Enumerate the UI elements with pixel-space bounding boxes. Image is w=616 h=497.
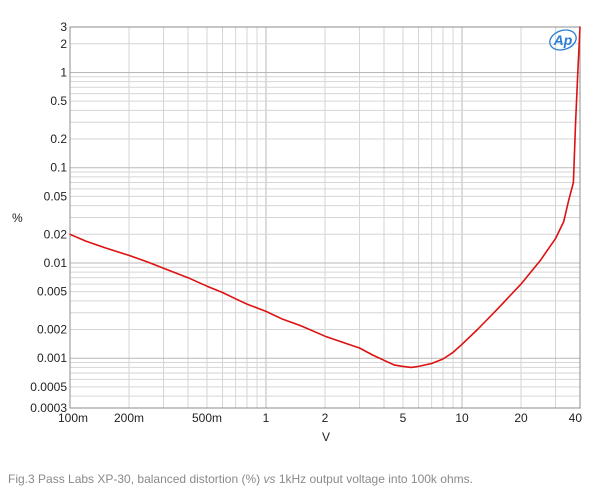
y-tick-label-12: 0.0005 <box>30 380 67 394</box>
series-layer <box>69 26 581 369</box>
y-tick-label-1: 2 <box>60 37 67 51</box>
x-tick-label-0: 100m <box>58 411 88 425</box>
y-tick-label-13: 0.0003 <box>30 401 67 415</box>
x-axis-title: V <box>322 430 330 444</box>
y-tick-label-5: 0.1 <box>50 161 67 175</box>
x-tick-label-4: 2 <box>322 411 329 425</box>
x-tick-labels: 100m 200m 500m 1 2 5 10 20 40 <box>58 411 582 425</box>
grid-layer <box>69 26 581 409</box>
ap-logo-text: Ap <box>553 32 573 48</box>
caption-italic: vs <box>263 472 276 486</box>
x-tick-label-5: 5 <box>400 411 407 425</box>
x-tick-label-1: 200m <box>114 411 144 425</box>
chart-svg: 3 2 1 0.5 0.2 0.1 0.05 0.02 0.01 0.005 0.002 0.001 0… <box>12 20 582 444</box>
ap-logo: Ap <box>549 29 577 51</box>
caption-suffix: 1kHz output voltage into 100k ohms. <box>278 472 473 486</box>
y-tick-label-8: 0.01 <box>44 256 68 270</box>
y-tick-label-7: 0.02 <box>44 227 68 241</box>
y-tick-label-2: 1 <box>60 65 67 79</box>
y-tick-label-9: 0.005 <box>37 285 67 299</box>
caption-prefix: Fig.3 Pass Labs XP-30, balanced distorti… <box>8 472 261 486</box>
distortion-chart: 3 2 1 0.5 0.2 0.1 0.05 0.02 0.01 0.005 0.002 0.001 0… <box>12 20 582 444</box>
x-tick-label-6: 10 <box>455 411 469 425</box>
y-tick-label-10: 0.002 <box>37 323 67 337</box>
x-tick-label-2: 500m <box>192 411 222 425</box>
x-tick-label-8: 40 <box>569 411 583 425</box>
y-tick-label-4: 0.2 <box>50 132 67 146</box>
ap-logo-ring <box>549 29 577 51</box>
y-tick-label-11: 0.001 <box>37 351 67 365</box>
y-tick-label-0: 3 <box>60 20 67 34</box>
y-tick-label-3: 0.5 <box>50 94 67 108</box>
figure-caption: Fig.3 Pass Labs XP-30, balanced distorti… <box>8 472 608 486</box>
y-axis-title: % <box>12 211 23 225</box>
x-tick-label-3: 1 <box>263 411 270 425</box>
x-tick-label-7: 20 <box>514 411 528 425</box>
plot-frame <box>69 26 581 409</box>
y-tick-label-6: 0.05 <box>44 189 68 203</box>
series-line-0 <box>69 26 581 369</box>
plot-border <box>69 26 581 409</box>
y-tick-labels: 3 2 1 0.5 0.2 0.1 0.05 0.02 0.01 0.005 0.002 0.001 0… <box>30 20 67 415</box>
